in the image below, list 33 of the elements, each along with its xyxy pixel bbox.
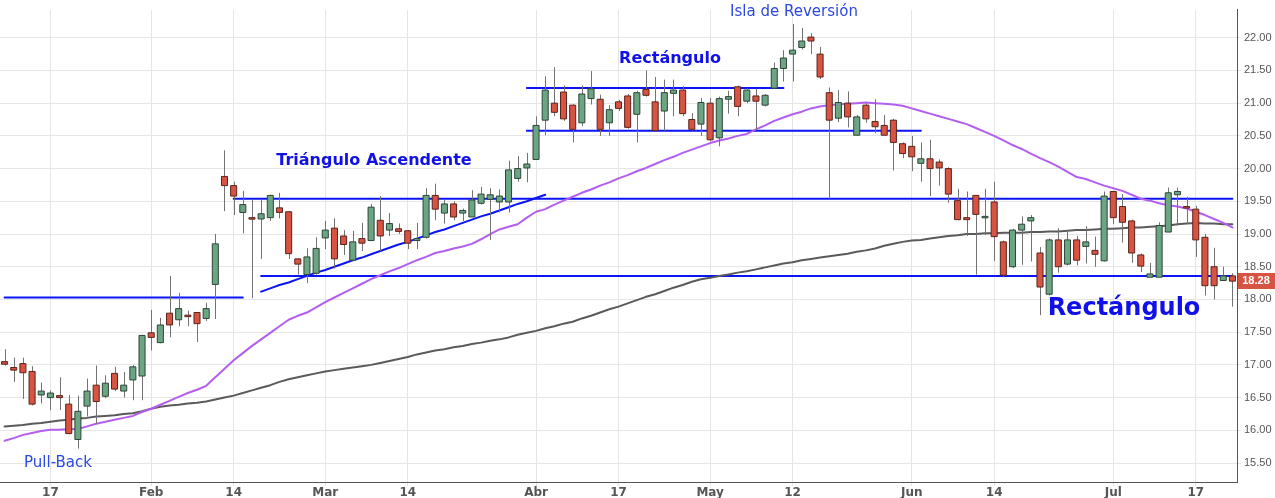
y-tick-label: 20.50 xyxy=(1244,128,1272,141)
y-tick-label: 22.00 xyxy=(1244,30,1272,43)
x-tick-label: May xyxy=(696,485,725,498)
x-tick-label: Mar xyxy=(312,485,339,498)
y-tick-label: 15.50 xyxy=(1244,456,1272,469)
annotation: Triángulo Ascendente xyxy=(276,150,472,170)
y-tick-label: 16.00 xyxy=(1244,423,1272,436)
x-tick-label: 12 xyxy=(784,485,801,498)
y-tick-label: 19.00 xyxy=(1244,227,1272,240)
x-tick-label: Feb xyxy=(138,485,164,498)
y-tick-label: 16.50 xyxy=(1244,390,1272,403)
x-tick-label: 17 xyxy=(42,485,59,498)
text: 18.28 xyxy=(1242,274,1270,287)
annotation: Isla de Reversión xyxy=(730,1,858,20)
x-tick-label: 17 xyxy=(610,485,627,498)
annotation: Rectángulo xyxy=(619,48,721,68)
y-tick-label: 17.00 xyxy=(1244,357,1272,370)
x-tick-label: Jun xyxy=(899,485,923,498)
y-tick-label: 19.50 xyxy=(1244,194,1272,207)
x-tick-label: 14 xyxy=(985,485,1003,498)
y-tick-label: 18.00 xyxy=(1244,292,1272,305)
annotation: Rectángulo xyxy=(1047,293,1201,322)
annotation: Pull-Back xyxy=(24,452,93,471)
y-tick-label: 21.00 xyxy=(1244,96,1272,109)
y-tick-label: 17.50 xyxy=(1244,325,1272,338)
x-tick-label: Jul xyxy=(1103,485,1122,498)
y-tick-label: 20.00 xyxy=(1244,161,1272,174)
x-tick-label: 14 xyxy=(399,485,417,498)
x-tick-label: Abr xyxy=(524,485,549,498)
x-tick-label: 17 xyxy=(1187,485,1205,498)
x-tick-label: 14 xyxy=(225,485,243,498)
y-tick-label: 18.50 xyxy=(1244,259,1272,272)
y-tick-label: 21.50 xyxy=(1244,63,1272,76)
